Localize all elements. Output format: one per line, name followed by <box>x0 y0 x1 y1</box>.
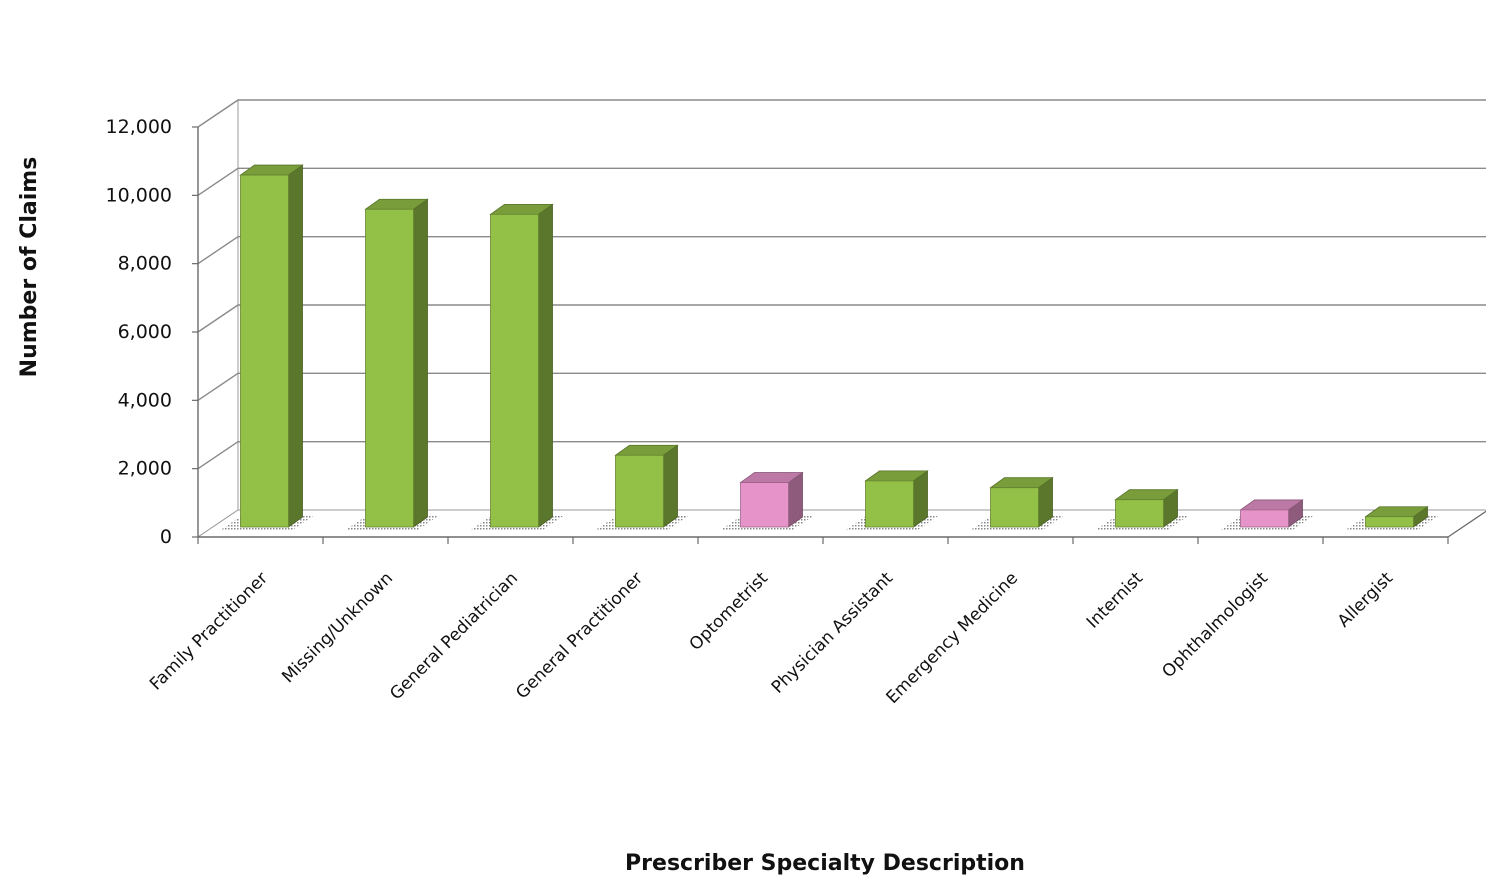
bar <box>865 480 914 528</box>
x-axis-edge <box>1447 510 1486 538</box>
y-axis: 0 2,000 4,000 6,000 8,000 10,000 12,000 <box>106 116 199 548</box>
gridlines <box>197 99 1486 470</box>
bar <box>365 208 414 528</box>
gridline <box>197 235 1486 265</box>
bar <box>990 487 1039 528</box>
y-tick-label: 6,000 <box>118 321 172 343</box>
y-axis-title: Number of Claims <box>17 157 42 378</box>
bar <box>1365 516 1414 528</box>
bar-side <box>663 444 678 528</box>
bar <box>490 213 539 528</box>
bar-side <box>413 198 428 528</box>
gridline <box>197 440 1486 470</box>
y-tick-label: 0 <box>160 526 172 548</box>
gridline <box>197 167 1486 196</box>
bar <box>615 454 664 528</box>
bar <box>1240 509 1289 528</box>
x-tick-label: Emergency Medicine <box>883 568 1022 707</box>
bar <box>240 174 289 528</box>
y-tick-label: 2,000 <box>118 458 172 480</box>
x-tick-label: Optometrist <box>686 568 773 655</box>
bar <box>1115 499 1164 528</box>
x-tick-label: Internist <box>1083 568 1147 632</box>
gridline <box>197 372 1486 401</box>
y-tick-label: 10,000 <box>106 184 172 206</box>
y-tick-label: 12,000 <box>106 116 172 138</box>
x-tick-label: Family Practitioner <box>146 568 272 694</box>
bar <box>740 482 789 528</box>
bar-side <box>538 203 553 528</box>
x-tick-label: Physician Assistant <box>768 568 897 697</box>
x-axis-title: Prescriber Specialty Description <box>625 851 1025 876</box>
x-tick-label: Missing/Unknown <box>278 568 397 687</box>
x-tick-label: General Pediatrician <box>386 568 522 704</box>
y-tick-label: 8,000 <box>118 253 172 275</box>
bar-side <box>288 164 303 528</box>
bars <box>220 164 1440 530</box>
x-axis: Family Practitioner Missing/UnknownGenera… <box>146 510 1486 708</box>
gridline <box>197 304 1486 333</box>
x-tick-label: Allergist <box>1334 568 1397 631</box>
gridline <box>197 99 1486 128</box>
y-tick-label: 4,000 <box>118 389 172 411</box>
x-tick-label: General Practitioner <box>512 568 647 703</box>
x-tick-label: Ophthalmologist <box>1158 568 1272 682</box>
